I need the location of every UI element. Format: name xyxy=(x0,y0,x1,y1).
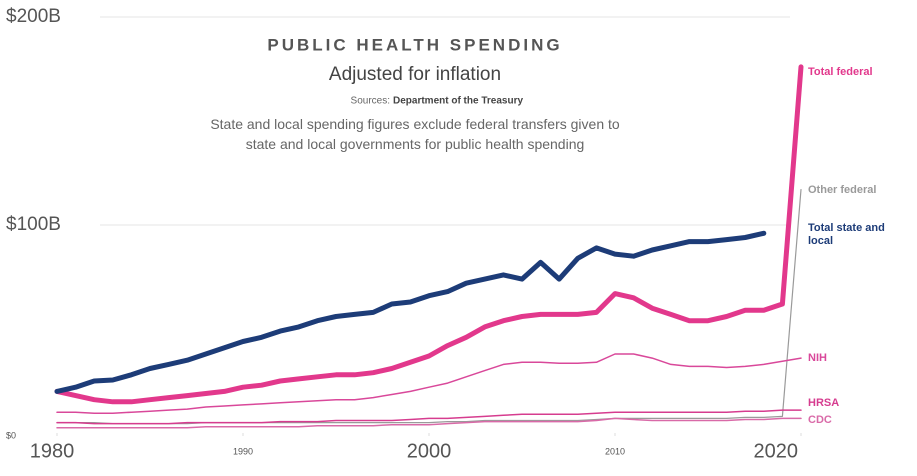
chart-title: PUBLIC HEALTH SPENDING xyxy=(267,35,562,54)
x-tick-label: 1980 xyxy=(30,440,75,462)
source-label: Sources: xyxy=(351,96,390,107)
chart-note: State and local spending figures exclude… xyxy=(210,116,620,152)
series-label: Other federal xyxy=(808,184,877,196)
series-label: NIH xyxy=(808,352,827,364)
series-label: Total federal xyxy=(808,66,873,78)
line-series xyxy=(54,64,804,405)
line-series xyxy=(56,353,802,414)
y-tick-label: $100B xyxy=(6,214,61,235)
series-label: HRSA xyxy=(808,397,840,409)
line-series xyxy=(56,417,802,429)
x-tick-label: 1990 xyxy=(233,446,253,456)
series-label: Total state and local xyxy=(808,222,885,247)
y-tick-label: $200B xyxy=(6,6,61,27)
line-series xyxy=(54,230,767,394)
x-tick-label: 2010 xyxy=(605,446,625,456)
series-label: CDC xyxy=(808,414,832,426)
source: Department of the Treasury xyxy=(393,96,523,107)
line-series xyxy=(56,409,802,425)
x-tick-label: 2000 xyxy=(407,440,452,462)
x-tick-label: 2020 xyxy=(754,440,799,462)
y-tick-label: $0 xyxy=(6,430,16,440)
chart-subtitle: Adjusted for inflation xyxy=(329,64,501,85)
